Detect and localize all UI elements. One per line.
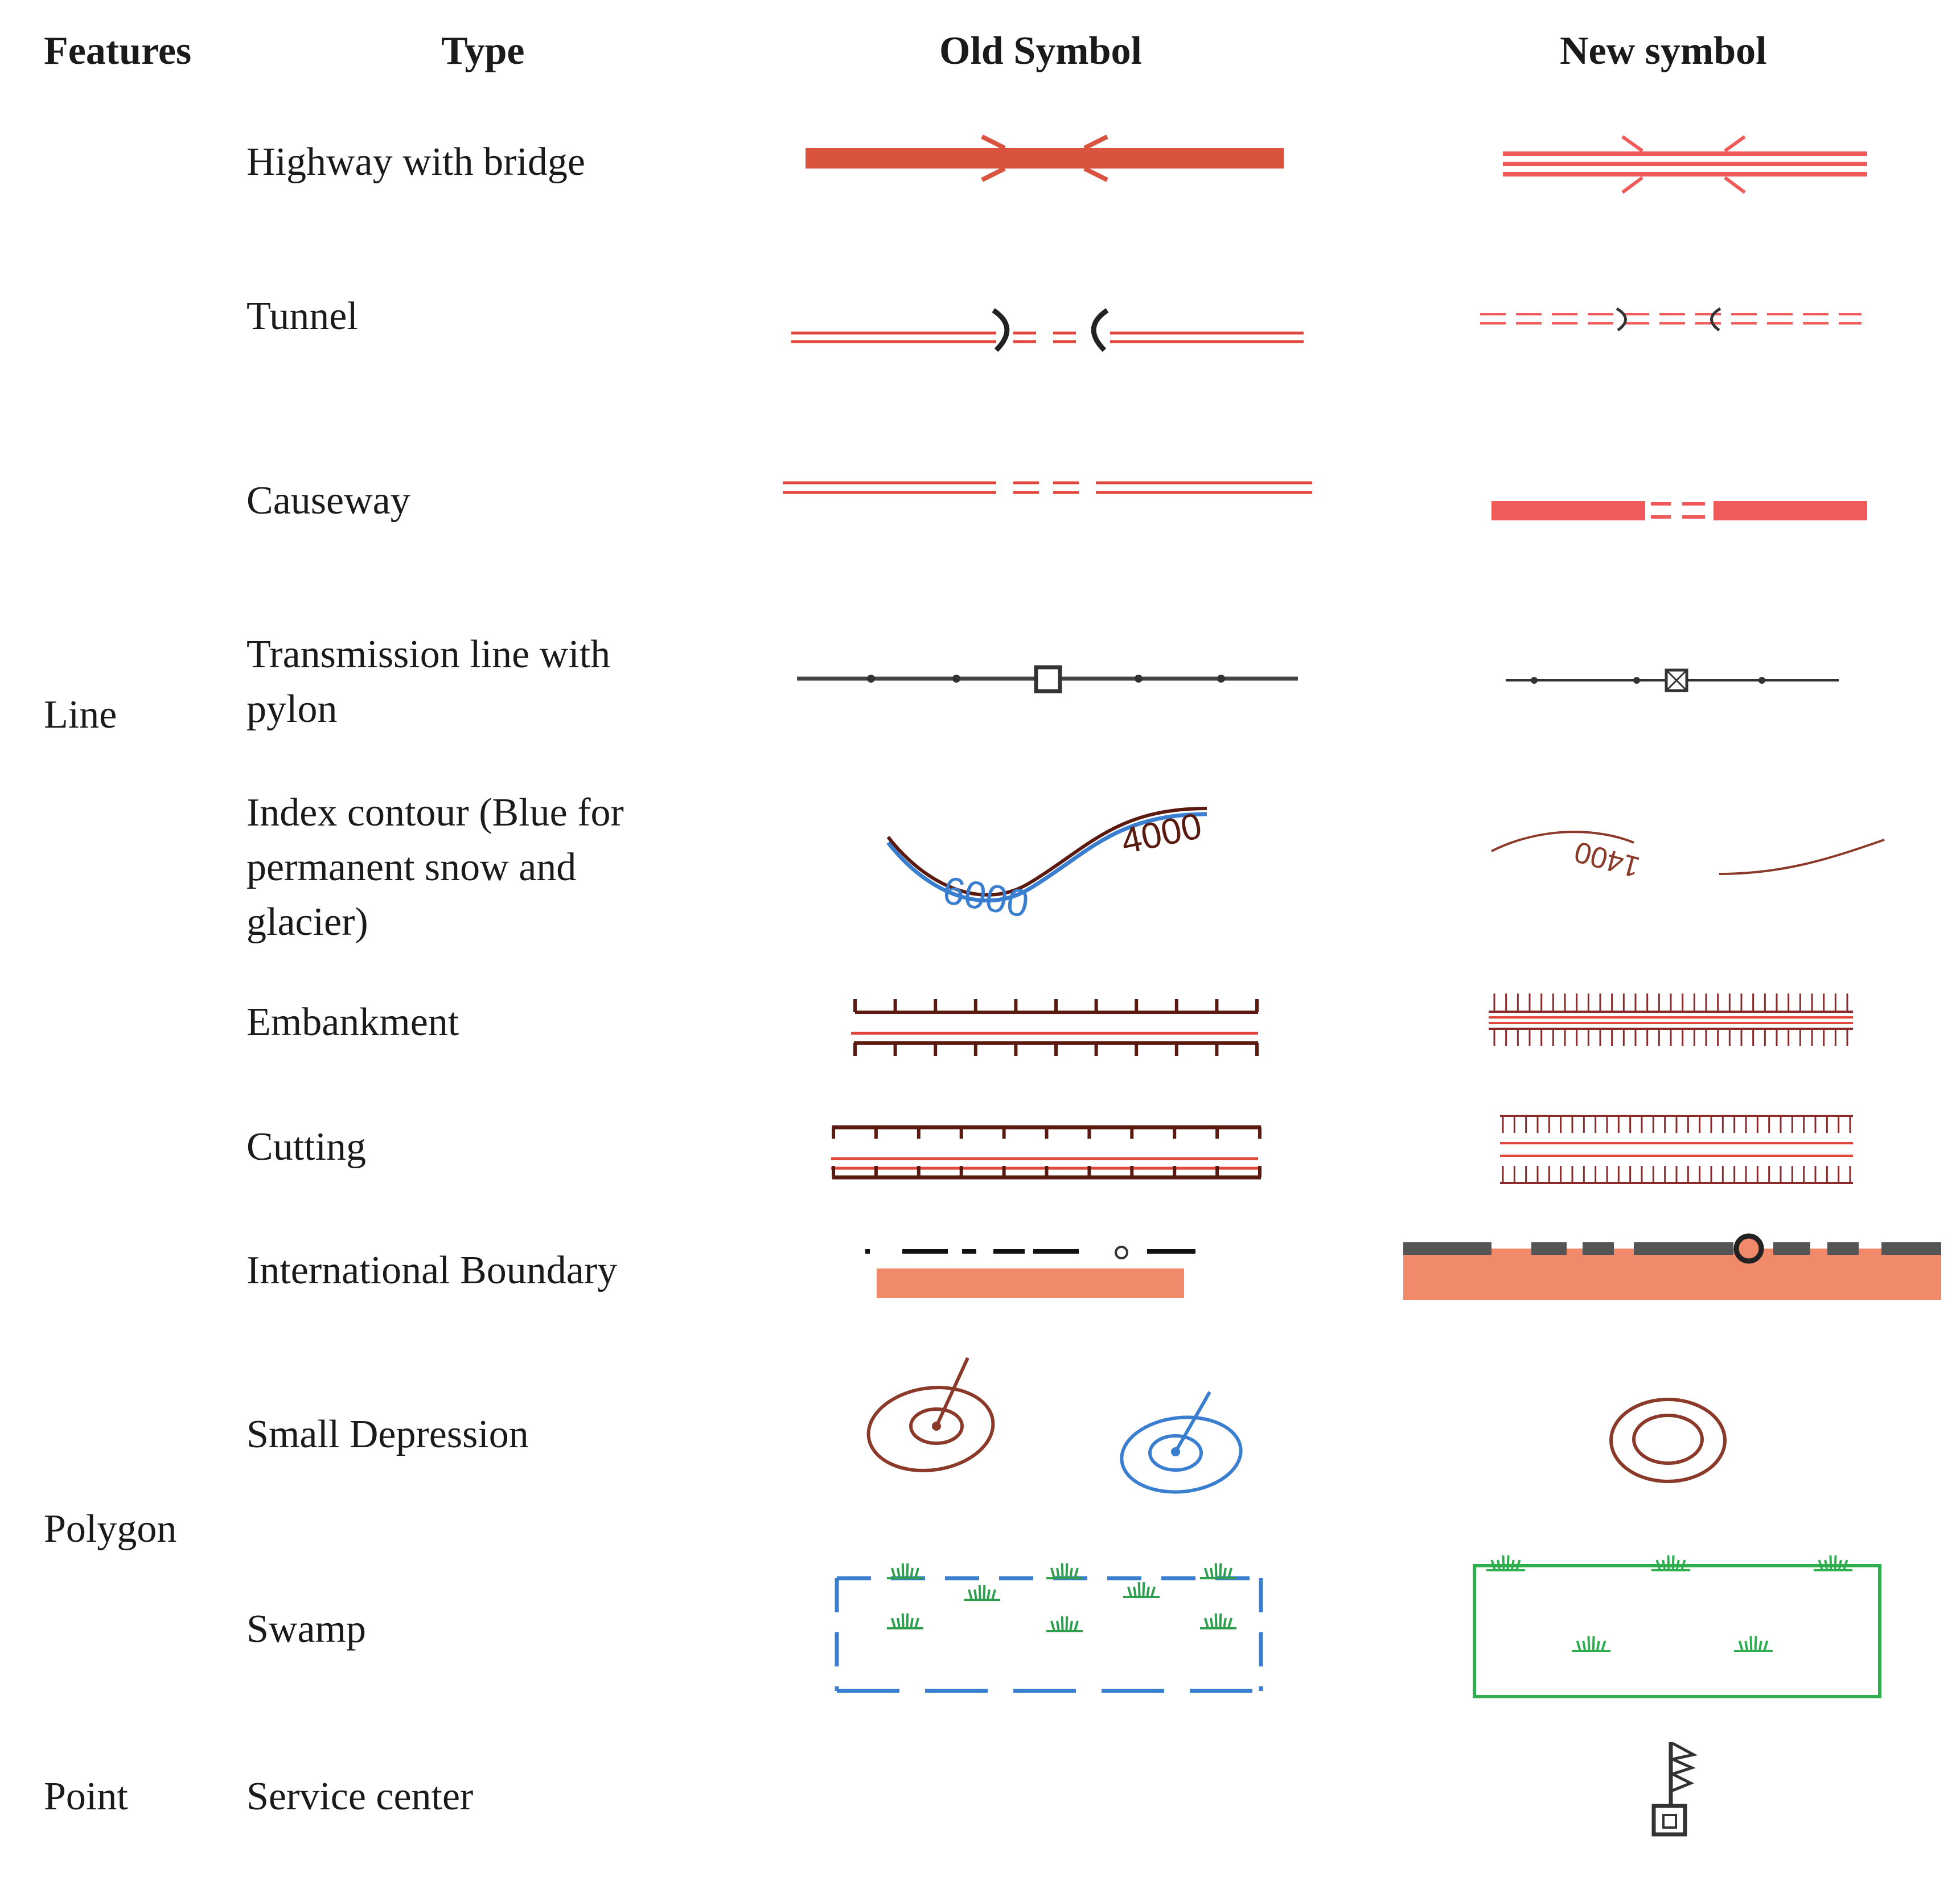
new-symbol-causeway [1491, 501, 1867, 520]
old-symbol-international-boundary [865, 1246, 1195, 1298]
feature-polygon-label: Polygon [44, 1507, 177, 1551]
header-new-symbol: New symbol [1560, 29, 1767, 73]
type-transmission-line-2: pylon [246, 687, 338, 731]
new-symbol-embankment [1489, 993, 1853, 1046]
old-symbol-cutting [831, 1125, 1262, 1180]
old-symbol-embankment [851, 999, 1259, 1056]
type-highway-with-bridge: Highway with bridge [246, 140, 585, 184]
new-symbol-service-center [1651, 1742, 1698, 1837]
new-symbol-swamp [1473, 1555, 1881, 1698]
header-old-symbol: Old Symbol [939, 29, 1142, 73]
type-index-contour-2: permanent snow and [246, 845, 577, 889]
type-small-depression: Small Depression [246, 1413, 529, 1456]
old-contour-label-4000: 4000 [1117, 805, 1205, 862]
old-symbol-small-depression [866, 1357, 1243, 1494]
old-symbol-swamp [835, 1563, 1263, 1693]
type-service-center: Service center [246, 1775, 474, 1818]
new-symbol-transmission-line [1506, 668, 1839, 692]
type-embankment: Embankment [246, 1000, 459, 1044]
old-symbol-causeway [783, 481, 1312, 494]
type-transmission-line: Transmission line with pylon [246, 627, 610, 737]
type-index-contour-1: Index contour (Blue for [246, 791, 624, 835]
type-causeway: Causeway [246, 479, 410, 523]
old-symbol-index-contour: 6000 4000 [886, 805, 1207, 926]
type-tunnel: Tunnel [246, 294, 358, 338]
type-index-contour-3: glacier) [246, 900, 368, 944]
new-symbol-index-contour: 1400 [1491, 831, 1885, 884]
type-cutting: Cutting [246, 1125, 367, 1169]
new-symbol-international-boundary [1403, 1233, 1941, 1300]
old-symbol-highway-bridge [806, 134, 1284, 182]
new-symbol-small-depression [1609, 1398, 1727, 1483]
header-type: Type [441, 29, 525, 73]
old-symbol-tunnel [791, 308, 1304, 352]
old-symbol-transmission-line [797, 665, 1298, 693]
header-features: Features [44, 29, 192, 73]
type-index-contour: Index contour (Blue for permanent snow a… [246, 786, 624, 950]
old-contour-label-6000: 6000 [940, 868, 1032, 926]
type-transmission-line-1: Transmission line with [246, 633, 611, 676]
new-symbol-cutting [1500, 1115, 1853, 1184]
type-international-boundary: International Boundary [246, 1249, 618, 1292]
feature-line-label: Line [44, 693, 117, 737]
new-symbol-tunnel [1480, 307, 1862, 332]
feature-point-label: Point [44, 1775, 128, 1818]
type-swamp: Swamp [246, 1607, 366, 1651]
new-symbol-highway-bridge [1503, 135, 1867, 194]
